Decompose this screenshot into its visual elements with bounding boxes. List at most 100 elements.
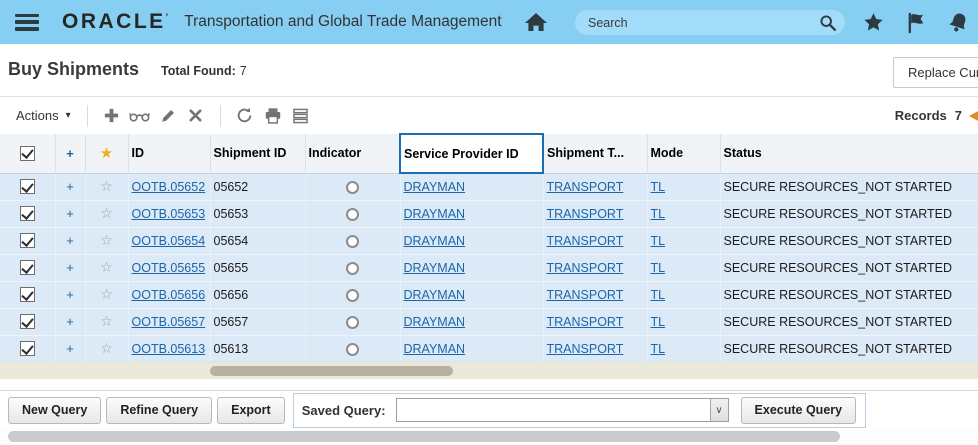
expand-row-icon[interactable]: +	[66, 287, 74, 302]
app-title: Transportation and Global Trade Manageme…	[184, 13, 502, 30]
favorite-star-icon[interactable]: ☆	[100, 313, 113, 329]
indicator-radio[interactable]	[346, 288, 359, 302]
expand-row-icon[interactable]: +	[66, 179, 74, 194]
column-header-mode[interactable]: Mode	[647, 134, 721, 174]
refresh-icon	[237, 107, 252, 123]
execute-query-button[interactable]: Execute Query	[740, 396, 857, 424]
shipment-type-link[interactable]: TRANSPORT	[546, 233, 624, 248]
favorite-star-icon[interactable]: ☆	[100, 178, 113, 194]
rows-view-button[interactable]	[288, 104, 314, 128]
mode-link[interactable]: TL	[650, 233, 666, 248]
column-header-status[interactable]: Status	[720, 134, 978, 174]
page-horizontal-scrollbar-thumb[interactable]	[8, 431, 840, 442]
service-provider-link[interactable]: DRAYMAN	[403, 287, 466, 302]
app-header: ORACLE’ Transportation and Global Trade …	[0, 0, 978, 44]
mode-link[interactable]: TL	[650, 260, 666, 275]
favorite-star-icon[interactable]: ☆	[100, 232, 113, 248]
column-header-indicator[interactable]: Indicator	[305, 134, 401, 174]
table-horizontal-scrollbar-track[interactable]	[0, 361, 978, 379]
favorites-star-icon[interactable]	[862, 11, 885, 34]
search-icon[interactable]	[819, 14, 837, 32]
flag-icon[interactable]	[905, 11, 928, 34]
saved-query-value[interactable]	[396, 399, 710, 421]
view-button[interactable]	[127, 104, 153, 128]
expand-row-icon[interactable]: +	[66, 206, 74, 221]
actions-menu-button[interactable]: Actions ▾	[10, 104, 77, 127]
column-header-shipment-type[interactable]: Shipment T...	[543, 134, 648, 174]
column-header-service-provider-id[interactable]: Service Provider ID	[399, 133, 544, 174]
shipment-id-cell: 05652	[210, 173, 306, 201]
expand-row-icon[interactable]: +	[66, 314, 74, 329]
service-provider-link[interactable]: DRAYMAN	[403, 206, 466, 221]
saved-query-select[interactable]: ∨	[395, 398, 729, 422]
row-checkbox[interactable]	[19, 206, 35, 222]
row-checkbox[interactable]	[19, 260, 35, 276]
shipment-type-link[interactable]: TRANSPORT	[546, 206, 624, 221]
indicator-radio[interactable]	[346, 261, 359, 275]
notifications-bell-icon[interactable]	[947, 11, 970, 34]
service-provider-link[interactable]: DRAYMAN	[403, 233, 466, 248]
shipment-id-link[interactable]: OOTB.05654	[131, 233, 206, 248]
oracle-logo: ORACLE’	[62, 10, 169, 33]
refine-query-button[interactable]: Refine Query	[106, 396, 213, 424]
column-header-id[interactable]: ID	[128, 134, 211, 174]
expand-all-icon[interactable]: +	[66, 145, 74, 161]
service-provider-link[interactable]: DRAYMAN	[403, 314, 466, 329]
refresh-button[interactable]	[232, 104, 258, 128]
favorite-column-icon[interactable]: ★	[99, 145, 114, 163]
add-button[interactable]	[99, 104, 125, 128]
row-checkbox[interactable]	[19, 341, 35, 357]
list-rows-icon	[293, 108, 308, 123]
service-provider-link[interactable]: DRAYMAN	[403, 179, 466, 194]
indicator-radio[interactable]	[346, 234, 359, 248]
shipment-id-link[interactable]: OOTB.05653	[131, 206, 206, 221]
select-chevron-icon[interactable]: ∨	[709, 399, 728, 421]
row-checkbox[interactable]	[19, 287, 35, 303]
favorite-star-icon[interactable]: ☆	[100, 205, 113, 221]
replace-current-button[interactable]: Replace Curr	[893, 57, 978, 88]
hamburger-menu-icon[interactable]	[15, 13, 39, 31]
home-icon[interactable]	[524, 11, 548, 33]
delete-button[interactable]	[183, 104, 209, 128]
mode-link[interactable]: TL	[650, 314, 666, 329]
expand-row-icon[interactable]: +	[66, 233, 74, 248]
shipment-id-link[interactable]: OOTB.05655	[131, 260, 206, 275]
row-checkbox[interactable]	[19, 233, 35, 249]
edit-button[interactable]	[155, 104, 181, 128]
shipment-type-link[interactable]: TRANSPORT	[546, 314, 624, 329]
shipment-type-link[interactable]: TRANSPORT	[546, 179, 624, 194]
mode-link[interactable]: TL	[650, 287, 666, 302]
table-horizontal-scrollbar-thumb[interactable]	[210, 366, 453, 376]
indicator-radio[interactable]	[346, 315, 359, 329]
print-button[interactable]	[260, 104, 286, 128]
mode-link[interactable]: TL	[650, 206, 666, 221]
search-input[interactable]	[575, 15, 819, 30]
select-all-checkbox[interactable]	[19, 145, 35, 161]
shipment-id-link[interactable]: OOTB.05613	[131, 341, 206, 356]
favorite-star-icon[interactable]: ☆	[100, 259, 113, 275]
mode-link[interactable]: TL	[650, 341, 666, 356]
shipment-type-link[interactable]: TRANSPORT	[546, 287, 624, 302]
new-query-button[interactable]: New Query	[8, 396, 102, 424]
shipment-type-link[interactable]: TRANSPORT	[546, 341, 624, 356]
export-button[interactable]: Export	[217, 396, 285, 424]
mode-link[interactable]: TL	[650, 179, 666, 194]
indicator-radio[interactable]	[346, 207, 359, 221]
indicator-radio[interactable]	[346, 180, 359, 194]
service-provider-link[interactable]: DRAYMAN	[403, 341, 466, 356]
favorite-star-icon[interactable]: ☆	[100, 286, 113, 302]
shipment-type-link[interactable]: TRANSPORT	[546, 260, 624, 275]
service-provider-link[interactable]: DRAYMAN	[403, 260, 466, 275]
page-horizontal-scrollbar-track[interactable]	[0, 429, 978, 445]
expand-row-icon[interactable]: +	[66, 260, 74, 275]
shipment-id-link[interactable]: OOTB.05657	[131, 314, 206, 329]
shipment-id-link[interactable]: OOTB.05656	[131, 287, 206, 302]
pagination-prev-icon[interactable]	[969, 109, 978, 123]
column-header-shipment-id[interactable]: Shipment ID	[210, 134, 306, 174]
indicator-radio[interactable]	[346, 342, 359, 356]
row-checkbox[interactable]	[19, 179, 35, 195]
favorite-star-icon[interactable]: ☆	[100, 340, 113, 356]
expand-row-icon[interactable]: +	[66, 341, 74, 356]
row-checkbox[interactable]	[19, 314, 35, 330]
shipment-id-link[interactable]: OOTB.05652	[131, 179, 206, 194]
